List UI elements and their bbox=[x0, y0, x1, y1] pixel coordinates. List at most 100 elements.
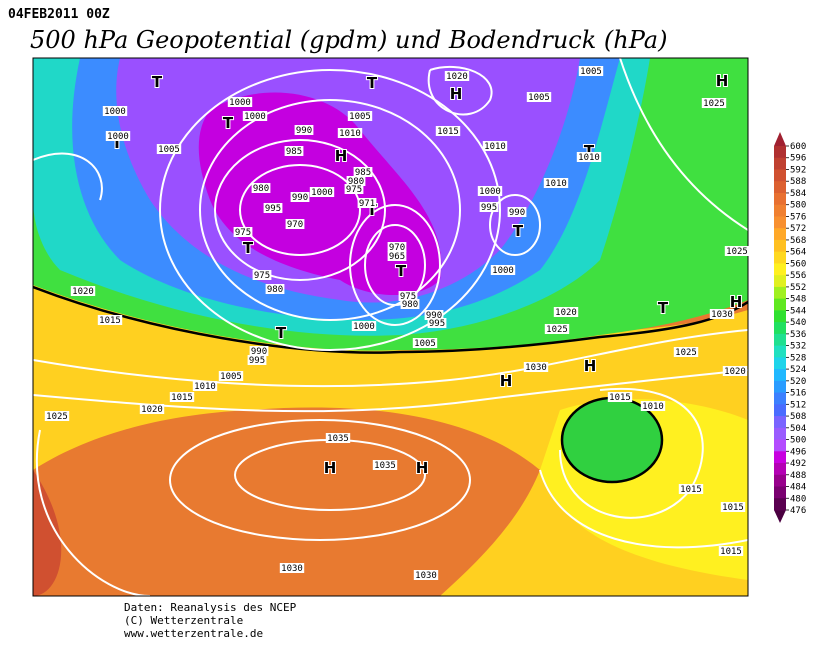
isobar-label: 1005 bbox=[528, 93, 550, 103]
colorbar-label: 600 bbox=[790, 142, 806, 152]
isobar-label-box bbox=[724, 246, 750, 256]
pressure-system: H bbox=[716, 72, 729, 90]
isobar-label: 1005 bbox=[158, 145, 180, 155]
isobar-label: 980 bbox=[348, 177, 364, 187]
pressure-system: H bbox=[335, 147, 348, 165]
colorbar-segment bbox=[774, 239, 786, 253]
colorbar-label: 596 bbox=[790, 154, 806, 164]
isobar-label-box bbox=[701, 98, 727, 108]
isobar-label-box bbox=[279, 563, 305, 573]
isobar-label: 1020 bbox=[446, 72, 468, 82]
isobar-label-box bbox=[247, 355, 267, 365]
colorbar-segment bbox=[774, 416, 786, 429]
isobar-label: 1000 bbox=[244, 112, 266, 122]
isobar-label-box bbox=[523, 362, 549, 372]
isobar-label: 995 bbox=[429, 319, 445, 329]
isobar-label-box bbox=[344, 184, 364, 194]
isobar-label-box bbox=[353, 167, 373, 177]
pressure-system: H bbox=[584, 357, 597, 375]
isobar-label-box bbox=[192, 381, 218, 391]
isobar-label-box bbox=[435, 126, 461, 136]
isobar-label-box bbox=[102, 106, 128, 116]
isobar-label: 1015 bbox=[437, 127, 459, 137]
isobar-label-box bbox=[227, 97, 253, 107]
isobar-label: 1035 bbox=[327, 434, 349, 444]
colorbar-segment bbox=[774, 157, 786, 170]
colorbar-segment bbox=[774, 169, 786, 182]
colorbar-label: 476 bbox=[790, 506, 806, 516]
colorbar-bottom bbox=[774, 510, 786, 523]
colorbar-label: 520 bbox=[790, 377, 806, 387]
isobar-label-box bbox=[720, 502, 746, 512]
isobar-label: 1025 bbox=[726, 247, 748, 257]
colorbar-segment bbox=[774, 181, 786, 194]
isobar-label: 1030 bbox=[281, 564, 303, 574]
isobar-label: 1010 bbox=[194, 382, 216, 392]
colorbar-segment bbox=[774, 251, 786, 264]
isobar-label: 1000 bbox=[479, 187, 501, 197]
footer-line: www.wetterzentrale.de bbox=[124, 627, 263, 640]
isobar-label-box bbox=[351, 321, 377, 331]
isobar-label: 975 bbox=[235, 228, 251, 238]
run-time: 04FEB2011 00Z bbox=[8, 7, 110, 22]
isobar-label: 980 bbox=[253, 184, 269, 194]
pressure-system: H bbox=[500, 372, 513, 390]
colorbar-label: 580 bbox=[790, 201, 806, 211]
colorbar-segment bbox=[774, 486, 786, 499]
isobar-label: 1015 bbox=[680, 485, 702, 495]
colorbar-segment bbox=[774, 298, 786, 311]
colorbar-label: 516 bbox=[790, 389, 806, 399]
isobar-label: 975 bbox=[346, 185, 362, 195]
isobar-label-box bbox=[387, 251, 407, 261]
pressure-system: H bbox=[416, 459, 429, 477]
colorbar-label: 588 bbox=[790, 177, 806, 187]
isobar-label-box bbox=[718, 546, 744, 556]
isobar-label: 1020 bbox=[555, 308, 577, 318]
colorbar-segment bbox=[774, 474, 786, 488]
isobar-label-box bbox=[553, 307, 579, 317]
colorbar-label: 552 bbox=[790, 283, 806, 293]
colorbar-segment bbox=[774, 451, 786, 464]
colorbar-label: 564 bbox=[790, 248, 806, 258]
isobar-label-box bbox=[44, 411, 70, 421]
isobar-label-box bbox=[325, 433, 351, 443]
isobar-label-box bbox=[482, 141, 508, 151]
colorbar-segment bbox=[774, 275, 786, 288]
isobar-label-box bbox=[265, 284, 285, 294]
colorbar-segment bbox=[774, 322, 786, 335]
isobar-label: 1015 bbox=[99, 316, 121, 326]
pressure-system: T bbox=[513, 222, 524, 240]
isobar-label: 975 bbox=[254, 271, 270, 281]
isobar-label: 1010 bbox=[339, 129, 361, 139]
isobar-label: 990 bbox=[509, 208, 525, 218]
isobar-label: 990 bbox=[426, 311, 442, 321]
isobar-label-box bbox=[678, 484, 704, 494]
isobar-label-box bbox=[607, 392, 633, 402]
colorbar-segment bbox=[774, 333, 786, 347]
isobar-label: 1000 bbox=[311, 188, 333, 198]
pressure-system: T bbox=[243, 239, 254, 257]
colorbar-label: 524 bbox=[790, 365, 806, 375]
footer-line: Daten: Reanalysis des NCEP bbox=[124, 601, 297, 614]
isobar-label-box bbox=[169, 392, 195, 402]
colorbar-label: 480 bbox=[790, 494, 806, 504]
colorbar-label: 512 bbox=[790, 400, 806, 410]
isobar-label: 1025 bbox=[675, 348, 697, 358]
isobar-label-box bbox=[139, 404, 165, 414]
colorbar-segment bbox=[774, 404, 786, 417]
colorbar-segment bbox=[774, 286, 786, 300]
colorbar-segment bbox=[774, 310, 786, 323]
isobar-label: 995 bbox=[481, 203, 497, 213]
colorbar-top bbox=[774, 132, 786, 146]
isobar-label: 971 bbox=[359, 199, 375, 209]
colorbar-segment bbox=[774, 192, 786, 206]
colorbar-segment bbox=[774, 216, 786, 229]
isobar-label-box bbox=[309, 187, 335, 197]
isobar-label-box bbox=[412, 338, 438, 348]
isobar-label: 1030 bbox=[711, 310, 733, 320]
isobar-label-box bbox=[398, 291, 418, 301]
isobar-label-box bbox=[242, 111, 268, 121]
isobar-label: 980 bbox=[402, 300, 418, 310]
isobar-label-box bbox=[97, 315, 123, 325]
